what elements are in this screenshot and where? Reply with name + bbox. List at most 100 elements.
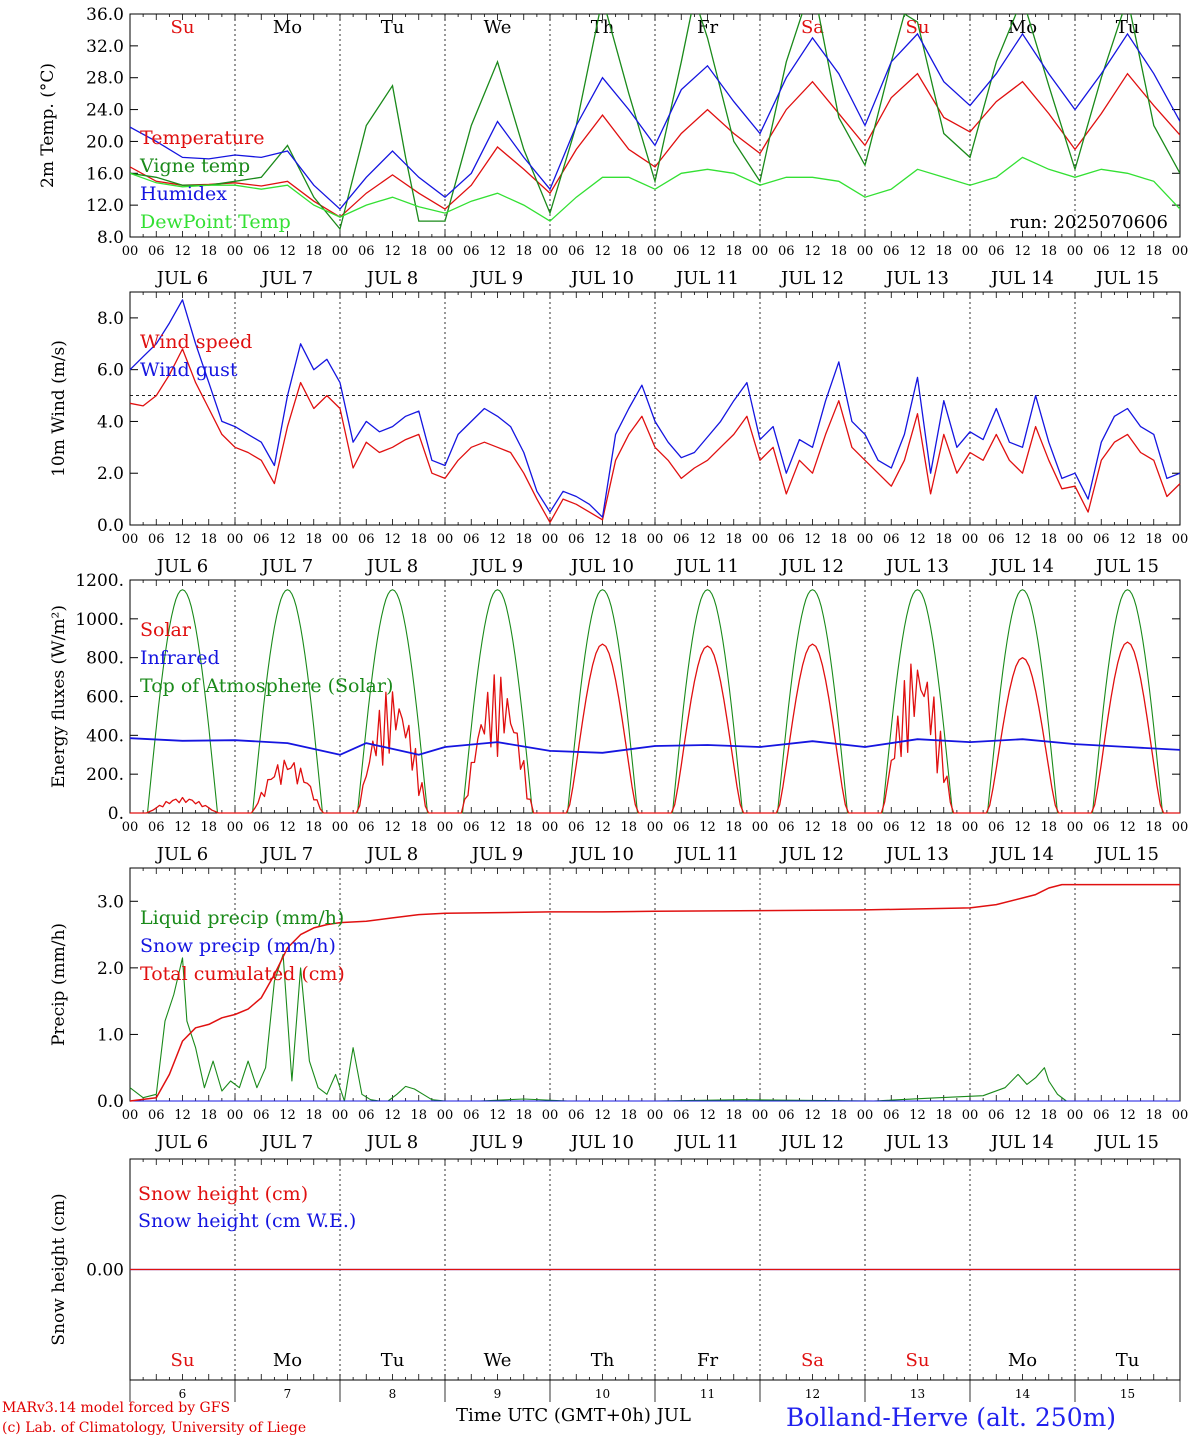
- date-label: JUL 7: [260, 556, 314, 577]
- y-tick-label: 16.0: [86, 164, 124, 184]
- y-tick-label: 1000.: [75, 610, 124, 630]
- hour-tick-label: 18: [200, 244, 217, 259]
- y-tick-label: 20.0: [86, 132, 124, 152]
- date-label: JUL 11: [674, 268, 739, 289]
- y-axis-label: Energy fluxes (W/m²): [49, 605, 69, 788]
- weekday-label: Th: [591, 1350, 615, 1371]
- date-label: JUL 10: [569, 268, 634, 289]
- y-tick-label: 24.0: [86, 101, 124, 121]
- hour-tick-label: 18: [830, 1108, 847, 1123]
- hour-tick-label: 18: [830, 820, 847, 835]
- hour-tick-label: 06: [673, 244, 690, 259]
- date-label: JUL 7: [260, 1132, 314, 1153]
- y-tick-label: 1200.: [75, 571, 124, 591]
- hour-tick-label: 12: [279, 532, 296, 547]
- hour-tick-label: 06: [778, 244, 795, 259]
- hour-tick-label: 06: [1093, 532, 1110, 547]
- hour-tick-label: 00: [962, 1108, 979, 1123]
- hour-tick-label: 00: [542, 820, 559, 835]
- hour-tick-label: 00: [1172, 244, 1189, 259]
- series-liquid-precip-mm-h-: [129, 953, 1180, 1102]
- hour-tick-label: 12: [594, 1108, 611, 1123]
- weekday-label: Tu: [1116, 1350, 1140, 1371]
- date-label: JUL 15: [1094, 1132, 1159, 1153]
- hour-tick-label: 12: [174, 1108, 191, 1123]
- hour-tick-label: 18: [305, 820, 322, 835]
- hour-tick-label: 06: [568, 1108, 585, 1123]
- hour-tick-label: 18: [200, 820, 217, 835]
- hour-tick-label: 18: [200, 1108, 217, 1123]
- hour-tick-label: 18: [620, 532, 637, 547]
- day-number-label: 12: [805, 1387, 820, 1401]
- hour-tick-label: 12: [1014, 244, 1031, 259]
- hour-tick-label: 06: [253, 532, 270, 547]
- series-infrared: [129, 737, 1181, 756]
- hour-tick-label: 18: [515, 532, 532, 547]
- date-label: JUL 12: [779, 844, 844, 865]
- series-humidex: [130, 32, 1180, 211]
- day-number-label: 8: [389, 1387, 397, 1401]
- day-number-label: 11: [700, 1387, 715, 1401]
- hour-tick-label: 00: [752, 532, 769, 547]
- hour-tick-label: 00: [857, 244, 874, 259]
- hour-tick-label: 06: [1093, 820, 1110, 835]
- date-label: JUL 12: [779, 1132, 844, 1153]
- series-solar: [130, 641, 1180, 814]
- legend-infrared: Infrared: [140, 647, 220, 669]
- date-label: JUL 12: [779, 556, 844, 577]
- hour-tick-label: 18: [725, 1108, 742, 1123]
- date-label: JUL 14: [989, 268, 1054, 289]
- hour-tick-label: 06: [778, 1108, 795, 1123]
- date-label: JUL 8: [365, 556, 419, 577]
- legend-total-cumulated-cm-: Total cumulated (cm): [140, 963, 345, 985]
- date-label: JUL 10: [569, 556, 634, 577]
- hour-tick-label: 06: [673, 820, 690, 835]
- legend-humidex: Humidex: [140, 183, 227, 205]
- hour-tick-label: 00: [752, 1108, 769, 1123]
- hour-tick-label: 18: [305, 532, 322, 547]
- hour-tick-label: 00: [227, 820, 244, 835]
- credit-model: MARv3.14 model forced by GFS: [2, 1400, 231, 1416]
- hour-tick-label: 18: [620, 1108, 637, 1123]
- hour-tick-label: 06: [778, 532, 795, 547]
- weekday-label: We: [484, 17, 512, 38]
- weekday-label: Su: [906, 1350, 930, 1371]
- hour-tick-label: 12: [1119, 820, 1136, 835]
- hour-tick-label: 06: [253, 820, 270, 835]
- date-label: JUL 6: [155, 844, 209, 865]
- date-label: JUL 13: [884, 268, 949, 289]
- hour-tick-label: 00: [1067, 532, 1084, 547]
- hour-tick-label: 00: [122, 1108, 139, 1123]
- hour-tick-label: 06: [673, 1108, 690, 1123]
- date-label: JUL 9: [470, 844, 524, 865]
- date-label: JUL 11: [674, 844, 739, 865]
- hour-tick-label: 00: [542, 244, 559, 259]
- date-label: JUL 9: [470, 556, 524, 577]
- hour-tick-label: 12: [804, 244, 821, 259]
- hour-tick-label: 12: [699, 244, 716, 259]
- hour-tick-label: 00: [962, 244, 979, 259]
- hour-tick-label: 06: [148, 244, 165, 259]
- date-label: JUL 14: [989, 1132, 1054, 1153]
- hour-tick-label: 06: [883, 532, 900, 547]
- legend-dewpoint-temp: DewPoint Temp: [140, 211, 291, 233]
- y-tick-label: 0.: [108, 804, 124, 824]
- hour-tick-label: 06: [148, 1108, 165, 1123]
- hour-tick-label: 06: [148, 532, 165, 547]
- hour-tick-label: 12: [384, 1108, 401, 1123]
- day-number-label: 14: [1015, 1387, 1031, 1401]
- hour-tick-label: 06: [253, 1108, 270, 1123]
- hour-tick-label: 06: [568, 532, 585, 547]
- hour-tick-label: 00: [647, 532, 664, 547]
- legend-snow-height-cm-: Snow height (cm): [138, 1183, 308, 1205]
- y-tick-label: 4.0: [97, 412, 124, 432]
- temperature-series-group: [130, 14, 1180, 231]
- weekday-label: Mo: [273, 17, 302, 38]
- y-axis-label: Snow height (cm): [49, 1193, 69, 1345]
- date-label: JUL 13: [884, 556, 949, 577]
- hour-tick-label: 12: [699, 532, 716, 547]
- weekday-label: Tu: [381, 1350, 405, 1371]
- hour-tick-label: 06: [568, 244, 585, 259]
- hour-tick-label: 18: [515, 244, 532, 259]
- hour-tick-label: 00: [437, 820, 454, 835]
